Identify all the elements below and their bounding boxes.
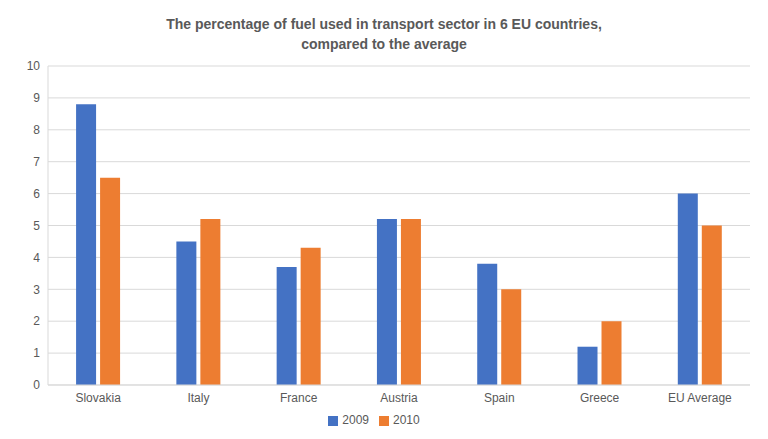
svg-text:Spain: Spain: [484, 391, 515, 405]
svg-text:Italy: Italy: [187, 391, 209, 405]
svg-text:7: 7: [33, 155, 40, 169]
svg-text:6: 6: [33, 187, 40, 201]
svg-text:Austria: Austria: [380, 391, 418, 405]
html-text:2010: 2010: [393, 413, 420, 427]
svg-text:8: 8: [33, 123, 40, 137]
svg-text:EU Average: EU Average: [668, 391, 732, 405]
svg-text:France: France: [280, 391, 318, 405]
svg-text:Greece: Greece: [580, 391, 620, 405]
svg-text:3: 3: [33, 283, 40, 297]
svg-text:2: 2: [33, 314, 40, 328]
html-text:The percentage of fuel used in: The percentage of fuel used in transport…: [166, 16, 602, 52]
svg-text:5: 5: [33, 219, 40, 233]
svg-text:Slovakia: Slovakia: [75, 391, 121, 405]
svg-text:9: 9: [33, 91, 40, 105]
svg-text:4: 4: [33, 251, 40, 265]
svg-text:1: 1: [33, 346, 40, 360]
svg-text:0: 0: [33, 378, 40, 392]
html-text:2009: 2009: [342, 413, 369, 427]
svg-text:10: 10: [27, 59, 41, 73]
